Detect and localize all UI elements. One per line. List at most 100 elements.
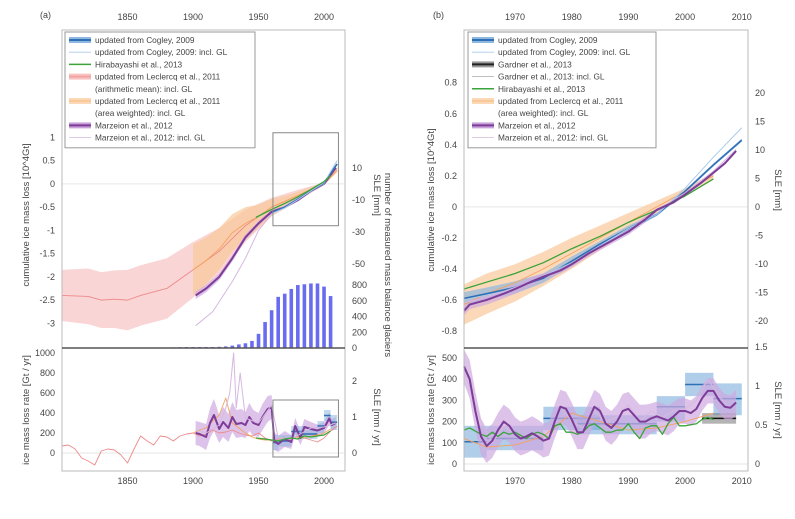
- panel-b-sle-tick-label: 10: [755, 145, 765, 155]
- glacier-count-bar: [296, 285, 300, 348]
- panel-b-sle-axis-label: SLE [mm]: [772, 169, 783, 211]
- panel-a-legend-item: Hirabayashi et al., 2013: [69, 59, 183, 69]
- panel-b-legend-item: Gardner et al., 2013: incl. GL: [472, 72, 605, 82]
- panel-a-sle-tick-label: -50: [352, 259, 365, 269]
- panel-b-bottom-leclercq_area-line: [463, 412, 714, 448]
- panel-b-bottom-x-tick-label: 2010: [732, 476, 752, 486]
- panel-a-top-y-tick-label: -3: [47, 318, 55, 328]
- panel-b-top-y-tick-label: 0.8: [444, 78, 457, 88]
- panel-b-legend-item: Marzeion et al., 2012: incl. GL: [472, 133, 609, 143]
- panel-a-bottom-hirabayashi-line: [255, 430, 331, 442]
- panel-a-legend-item: updated from Leclercq et al., 2011 (arith…: [69, 72, 221, 94]
- panel-a-bar-tick-label: 800: [352, 280, 367, 290]
- panel-b-top-y-tick-label: -0.4: [441, 264, 457, 274]
- panel-a-bottom-sle-tick-label: 2: [352, 376, 357, 386]
- panel-a-top-y-tick-label: -2: [47, 272, 55, 282]
- panel-a-bottom-y-tick-label: 1000: [35, 348, 55, 358]
- panel-b-legend: [467, 31, 657, 149]
- panel-b-bottom-y-axis-label: ice mass loss rate [Gt / yr]: [426, 355, 437, 465]
- glacier-count-bar: [230, 345, 235, 348]
- panel-a-legend-item: updated from Cogley, 2009: [69, 35, 195, 45]
- glacier-count-bar: [315, 283, 320, 348]
- panel-a-top-leclercq_area-band: [193, 167, 338, 296]
- glacier-count-bar: [243, 343, 248, 348]
- panel-b-top-x-tick-label: 1970: [505, 12, 525, 22]
- panel-b-top-x-tick-label: 1980: [562, 12, 582, 22]
- panel-a-top-y-tick-label: -1.5: [39, 249, 55, 259]
- panel-a-bottom-y-tick-label: 800: [40, 368, 55, 378]
- panel-a-bottom-x-tick-label: 1850: [117, 476, 137, 486]
- legend-label: updated from Leclercq et al., 2011: [95, 72, 221, 82]
- panel-a-top-hirabayashi-line: [255, 175, 332, 218]
- panel-b-bottom-x-tick-label: 1990: [618, 476, 638, 486]
- glacier-count-bar: [250, 340, 254, 348]
- glacier-count-bar: [256, 333, 261, 348]
- legend-label: Marzeion et al., 2012: incl. GL: [498, 133, 609, 143]
- legend-label: updated from Cogley, 2009: [95, 35, 195, 45]
- panel-b-bottom-y-tick-label: 0: [452, 459, 457, 469]
- panel-a-sle-tick-label: -30: [352, 227, 365, 237]
- panel-b-bottom-sle-tick-label: 0.5: [755, 420, 768, 430]
- glacier-count-bar: [282, 293, 287, 348]
- panel-b-top-x-tick-label: 1990: [618, 12, 638, 22]
- panel-a-top-y-tick-label: -2.5: [39, 295, 55, 305]
- panel-a-legend-item: updated from Cogley, 2009: incl. GL: [69, 47, 228, 57]
- panel-a-bar-tick-label: 600: [352, 296, 367, 306]
- panel-b-bottom-sle-tick-label: 0: [755, 459, 760, 469]
- panel-a-legend: [64, 31, 256, 149]
- panel-b-sle-tick-label: 20: [755, 88, 765, 98]
- panel-a-top-y-axis-label: cumulative ice mass loss [10^4Gt]: [21, 143, 32, 286]
- legend-label: updated from Leclercq et al., 2011: [498, 96, 624, 106]
- legend-label: (arithmetic mean): incl. GL: [95, 84, 193, 94]
- panel-a-bottom-x-tick-label: 2000: [314, 476, 334, 486]
- glacier-count-bar: [237, 344, 241, 348]
- panel-b-bottom-sle-tick-label: 1: [755, 381, 760, 391]
- panel-b-sle-tick-label: 15: [755, 117, 765, 127]
- panel-a-bottom-y-axis-label: ice mass loss rate [Gt / yr]: [21, 355, 32, 465]
- panel-b-bottom-x-tick-label: 2000: [675, 476, 695, 486]
- legend-label: updated from Cogley, 2009: incl. GL: [95, 47, 228, 57]
- legend-label: (area weighted): incl. GL: [498, 108, 589, 118]
- panel-b-bottom-sle-axis-label: SLE [mm / yr]: [772, 381, 783, 439]
- panel-b-bottom-y-tick-label: 500: [442, 353, 457, 363]
- glacier-count-bar: [269, 310, 274, 348]
- panel-b-sle-tick-label: -15: [755, 288, 768, 298]
- panel-a-bottom-zoom-box: [272, 399, 339, 458]
- panel-b-bottom-sle-tick-label: 1.5: [755, 342, 768, 352]
- panel-b-bottom-y-tick-label: 400: [442, 374, 457, 384]
- panel-b-bottom-y-tick-label: 300: [442, 395, 457, 405]
- panel-b-bottom-x-tick-label: 1980: [562, 476, 582, 486]
- panel-b-sle-tick-label: 5: [755, 174, 760, 184]
- panel-a-bottom-sle-axis-label: SLE [mm / yr]: [371, 388, 382, 446]
- glacier-count-bar: [322, 286, 326, 348]
- legend-label: Hirabayashi et al., 2013: [95, 59, 183, 69]
- panel-b-sle-tick-label: 0: [755, 202, 760, 212]
- panel-a-top-zoom-box: [272, 132, 339, 227]
- panel-b-top-marzeion-line: [463, 150, 737, 312]
- panel-a-bar-tick-label: 0: [352, 343, 357, 353]
- panel-b-top-x-tick-label: 2010: [732, 12, 752, 22]
- legend-label: updated from Leclercq et al., 2011: [95, 96, 221, 106]
- legend-label: Hirabayashi et al., 2013: [498, 84, 586, 94]
- panel-a-top-x-tick-label: 1900: [183, 12, 203, 22]
- panel-a-top-x-tick-label: 1850: [117, 12, 137, 22]
- panel-b-legend-item: Hirabayashi et al., 2013: [472, 84, 586, 94]
- glacier-count-bar: [309, 283, 313, 348]
- panel-a-top-y-tick-label: -0.5: [39, 202, 55, 212]
- panel-b-sle-tick-label: -5: [755, 231, 763, 241]
- legend-label: Gardner et al., 2013: [498, 59, 572, 69]
- panel-a-top-y-tick-label: 1: [50, 132, 55, 142]
- panel-a-sle-axis-label: SLE [mm]: [371, 174, 382, 216]
- panel-b-bottom-x-tick-label: 1970: [505, 476, 525, 486]
- panel-b-bottom-y-tick-label: 100: [442, 438, 457, 448]
- panel-a-bar-axis-label: number of measured mass balance glaciers: [382, 173, 393, 358]
- panel-a-bottom-x-tick-label: 1900: [183, 476, 203, 486]
- glacier-count-bar: [302, 284, 307, 348]
- panel-a-legend-item: Marzeion et al., 2012: [69, 120, 173, 130]
- panel-b-bottom-marzeion-line: [463, 366, 737, 447]
- legend-label: Gardner et al., 2013: incl. GL: [498, 72, 605, 82]
- panel-b-top-cogley-band: [464, 138, 742, 305]
- glacier-count-bar: [223, 346, 228, 348]
- panel-b-legend-item: updated from Cogley, 2009: incl. GL: [472, 47, 631, 57]
